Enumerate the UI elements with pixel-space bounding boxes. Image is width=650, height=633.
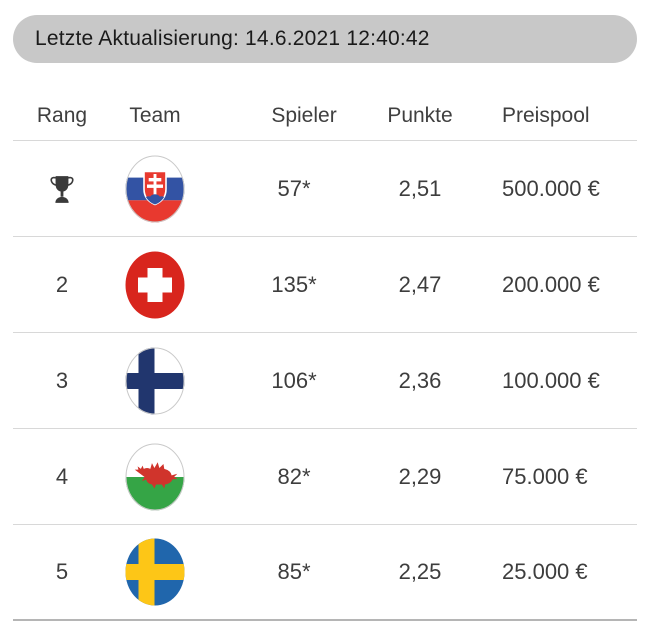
spieler-value: 57* [277, 175, 311, 201]
team-cell [125, 347, 185, 415]
rank-cell: 4 [55, 463, 69, 489]
preispool-value: 75.000 € [502, 463, 588, 489]
team-cell [125, 538, 185, 606]
slovakia-flag-icon [125, 155, 185, 222]
col-header-rang: Rang [36, 104, 88, 127]
punkte-value: 2,29 [398, 463, 442, 489]
spieler-value: 135* [271, 271, 317, 297]
preispool-value: 25.000 € [502, 559, 588, 584]
trophy-icon [50, 175, 74, 203]
punkte-value: 2,36 [398, 367, 442, 393]
rank-cell: 3 [55, 367, 69, 393]
leaderboard-table: Rang Team Spieler Punkte Preispool [13, 92, 637, 621]
last-update-text: Letzte Aktualisierung: 14.6.2021 12:40:4… [35, 27, 430, 50]
rank-cell [49, 174, 75, 204]
preispool-value: 200.000 € [502, 271, 600, 297]
rank-cell: 5 [55, 559, 69, 584]
table-row: 3 106* 2,36 100.000 € [13, 333, 637, 429]
last-update-banner: Letzte Aktualisierung: 14.6.2021 12:40:4… [13, 15, 637, 63]
preispool-value: 500.000 € [502, 175, 600, 201]
punkte-value: 2,25 [398, 559, 442, 584]
spieler-value: 82* [277, 463, 311, 489]
punkte-value: 2,51 [398, 175, 442, 201]
rank-cell: 2 [55, 271, 69, 297]
col-header-spieler: Spieler [271, 104, 337, 127]
punkte-value: 2,47 [398, 271, 442, 297]
table-row: 2 135* 2,47 200.000 € [13, 237, 637, 333]
col-header-punkte: Punkte [387, 104, 453, 127]
team-cell [125, 251, 185, 319]
sweden-flag-icon [125, 538, 185, 606]
table-row: 5 85* 2,25 25.000 € [13, 525, 637, 621]
spieler-value: 85* [277, 559, 311, 584]
table-row: 57* 2,51 500.000 € [13, 141, 637, 237]
team-cell [125, 443, 185, 511]
table-header-row: Rang Team Spieler Punkte Preispool [13, 92, 637, 141]
team-cell [125, 155, 185, 223]
switzerland-flag-icon [125, 251, 185, 318]
col-header-preispool: Preispool [502, 104, 590, 127]
finland-flag-icon [125, 347, 185, 414]
table-row: 4 82* 2,29 75.000 € [13, 429, 637, 525]
wales-flag-icon [125, 443, 185, 510]
preispool-value: 100.000 € [502, 367, 600, 393]
spieler-value: 106* [271, 367, 317, 393]
